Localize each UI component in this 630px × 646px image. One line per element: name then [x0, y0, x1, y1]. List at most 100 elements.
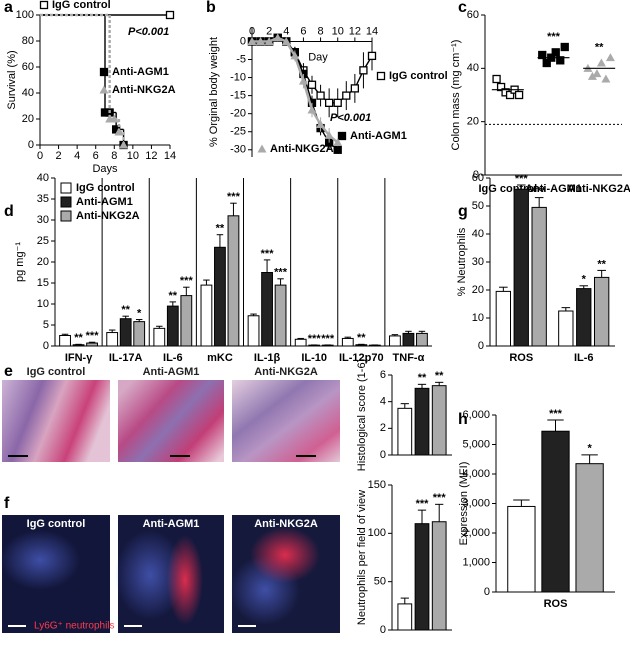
panel-letter: c — [458, 0, 467, 16]
x-tick-label: 14 — [366, 25, 378, 37]
y-axis-label: pg mg⁻¹ — [14, 242, 26, 282]
y-tick-label: 40 — [37, 172, 49, 184]
y-tick-label: 100 — [368, 527, 386, 539]
y-tick-label: 0 — [478, 340, 484, 352]
bar — [368, 344, 381, 347]
image-label: Anti-AGM1 — [143, 366, 200, 378]
marker — [109, 114, 119, 123]
x-tick-label: IFN-γ — [65, 352, 93, 364]
y-tick-label: 20 — [22, 113, 34, 125]
y-tick-label: 20 — [467, 116, 479, 128]
y-tick-label: 15 — [37, 277, 49, 289]
x-tick-label: 14 — [164, 150, 176, 162]
y-tick-label: 2 — [380, 422, 386, 434]
marker — [316, 120, 326, 128]
panel-letter: d — [4, 203, 14, 220]
y-axis-label: % Orginal body weight — [208, 37, 220, 147]
x-tick-label: 10 — [127, 150, 139, 162]
y-tick-label: 1,000 — [462, 556, 490, 568]
bar — [414, 523, 430, 631]
y-tick-label: 0 — [28, 139, 34, 151]
legend-swatch — [60, 210, 72, 222]
legend-marker — [337, 131, 347, 141]
y-tick-label: 100 — [16, 9, 34, 21]
image-detail — [250, 527, 320, 583]
image — [232, 380, 340, 462]
marker — [298, 76, 308, 85]
annotation: P<0.001 — [128, 26, 169, 38]
x-tick-label: ROS — [544, 598, 568, 610]
y-axis-label: Histological score (1-6) — [356, 359, 368, 471]
bar — [575, 463, 604, 593]
y-tick-label: 30 — [37, 214, 49, 226]
marker — [119, 140, 129, 149]
annotation: P<0.001 — [330, 112, 371, 124]
histology-images: e IgG control Anti-AGM1 Anti-NKG2A — [2, 363, 340, 462]
x-tick-label: IL-6 — [574, 352, 594, 364]
marker — [350, 84, 360, 93]
significance: * — [582, 274, 587, 286]
marker — [290, 51, 300, 60]
x-tick-label: Anti-AGM1 — [525, 183, 582, 195]
bar — [180, 295, 193, 347]
y-tick-label: 10 — [472, 312, 484, 324]
bar — [531, 206, 547, 347]
image — [2, 380, 110, 462]
y-tick-label: 35 — [37, 193, 49, 205]
image-detail — [115, 530, 185, 620]
bar — [261, 272, 273, 347]
image — [118, 380, 224, 462]
bar — [227, 215, 240, 347]
legend-label: Anti-NKG2A — [112, 84, 176, 96]
bar — [153, 327, 166, 347]
bar — [507, 505, 536, 593]
bar — [274, 284, 287, 347]
legend-swatch — [60, 182, 72, 194]
bar — [402, 332, 415, 347]
bar — [414, 387, 430, 456]
bar — [247, 315, 260, 347]
significance: ** — [597, 258, 606, 270]
marker — [359, 66, 368, 75]
x-tick-label: TNF-α — [393, 352, 425, 364]
legend-label: Anti-NKG2A — [76, 210, 140, 222]
image-label: IgG control — [27, 518, 86, 530]
bar — [214, 246, 226, 347]
significance: * — [587, 443, 592, 455]
bar — [133, 321, 146, 347]
marker — [367, 51, 377, 61]
bar — [86, 342, 98, 347]
x-tick-label: 8 — [111, 150, 117, 162]
bar — [59, 335, 71, 347]
bar — [416, 332, 428, 347]
significance: *** — [533, 186, 547, 198]
marker — [256, 36, 266, 45]
y-axis-label: Survival (%) — [6, 50, 18, 109]
y-tick-label: 40 — [472, 228, 484, 240]
y-tick-label: 4,000 — [462, 468, 490, 480]
fluorescence-images: f IgG control Anti-AGM1 Anti-NKG2A Ly6G⁺… — [0, 495, 340, 633]
x-tick-label: mKC — [207, 352, 233, 364]
bar — [558, 310, 574, 347]
y-tick-label: 6,000 — [462, 409, 490, 421]
significance: *** — [547, 31, 561, 43]
y-tick-label: -10 — [230, 71, 246, 83]
x-tick-label: IL-17A — [109, 352, 143, 364]
image-label: IgG control — [27, 366, 86, 378]
significance: *** — [261, 248, 275, 260]
legend-swatch — [60, 196, 72, 208]
y-tick-label: -30 — [230, 144, 246, 156]
bar — [119, 318, 132, 347]
x-tick-label: 12 — [145, 150, 157, 162]
panel-letter: a — [4, 0, 13, 16]
marker — [273, 33, 283, 42]
marker — [592, 69, 602, 78]
marker — [281, 36, 291, 45]
marker — [556, 56, 565, 65]
y-tick-label: 20 — [37, 256, 49, 268]
panel-letter: f — [4, 495, 10, 512]
x-tick-label: ROS — [509, 352, 533, 364]
marker — [605, 53, 615, 62]
bar — [495, 290, 511, 347]
